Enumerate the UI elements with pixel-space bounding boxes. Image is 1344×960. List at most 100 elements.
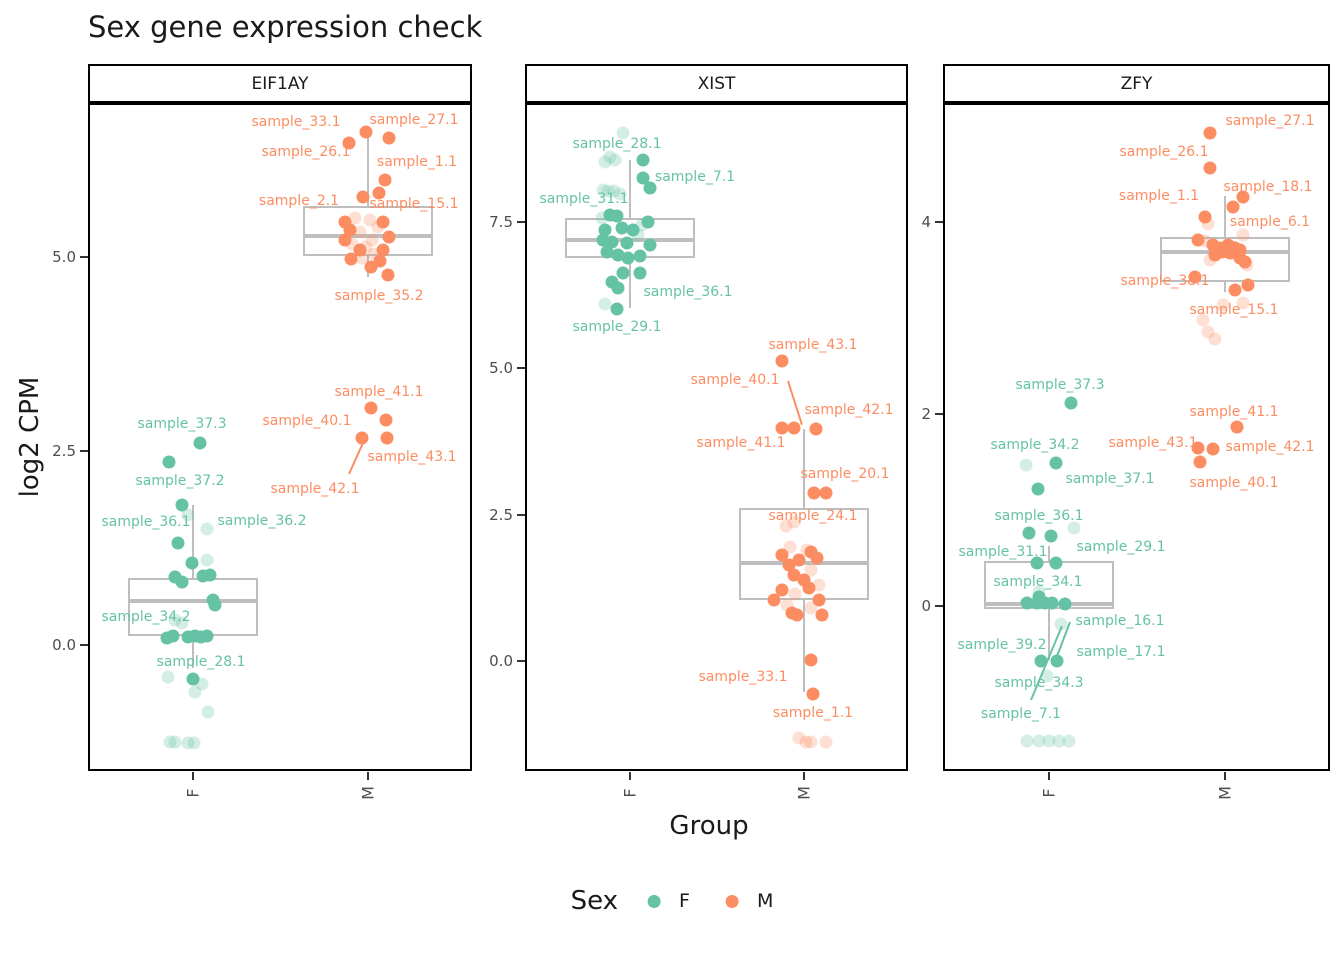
data-point <box>799 735 813 749</box>
data-point <box>1238 255 1252 269</box>
sample-label: sample_16.1 <box>1075 613 1165 629</box>
data-point <box>1067 521 1081 535</box>
sample-label: sample_29.1 <box>1076 539 1166 555</box>
data-point <box>598 297 612 311</box>
sample-label: sample_43.1 <box>768 337 858 353</box>
median-line <box>302 233 433 238</box>
x-axis-tick-label: F <box>620 788 640 798</box>
data-point <box>1049 456 1063 470</box>
data-point <box>775 583 789 597</box>
data-point <box>633 266 647 280</box>
sample-label: sample_42.1 <box>270 481 360 497</box>
y-axis-title: log2 CPM <box>15 376 45 498</box>
sample-label: sample_38.1 <box>1120 273 1210 289</box>
data-point <box>1188 270 1202 284</box>
data-point <box>595 211 609 225</box>
y-axis-tick <box>80 644 88 647</box>
data-point <box>1196 313 1210 327</box>
chart-title: Sex gene expression check <box>88 10 483 44</box>
data-point <box>1052 734 1066 748</box>
data-point <box>775 548 789 562</box>
data-point <box>1191 233 1205 247</box>
sample-label: sample_29.1 <box>572 319 662 335</box>
data-point <box>610 302 624 316</box>
data-point <box>616 126 630 140</box>
x-axis-tick-label: M <box>794 786 814 800</box>
data-point <box>620 236 634 250</box>
data-point <box>355 431 369 445</box>
data-point <box>611 281 625 295</box>
data-point <box>365 233 379 247</box>
data-point <box>359 240 373 254</box>
data-point <box>596 183 610 197</box>
data-point <box>779 519 793 533</box>
y-axis-tick <box>517 367 525 370</box>
y-axis-tick-label: 2.5 <box>52 441 76 460</box>
data-point <box>163 735 177 749</box>
sample-label: sample_33.1 <box>698 669 788 685</box>
y-axis-tick <box>517 513 525 516</box>
legend-title: Sex <box>570 886 619 916</box>
data-point <box>804 563 818 577</box>
data-point <box>364 260 378 274</box>
data-point <box>1030 556 1044 570</box>
data-point <box>372 186 386 200</box>
data-point <box>353 225 367 239</box>
data-point <box>636 153 650 167</box>
data-point <box>1042 734 1056 748</box>
data-point <box>1203 126 1217 140</box>
data-point <box>345 237 359 251</box>
legend-label-M: M <box>756 890 774 912</box>
data-point <box>201 705 215 719</box>
sample-label: sample_1.1 <box>376 154 458 170</box>
data-point <box>376 215 390 229</box>
data-point <box>787 421 801 435</box>
data-point <box>636 171 650 185</box>
data-point <box>802 581 816 595</box>
data-point <box>161 670 175 684</box>
data-point <box>194 630 208 644</box>
sample-label: sample_33.1 <box>251 114 341 130</box>
data-point <box>188 685 202 699</box>
sample-label: sample_41.1 <box>696 435 786 451</box>
data-point <box>168 613 182 627</box>
x-axis-tick <box>803 772 806 780</box>
sample-label: sample_40.1 <box>690 372 780 388</box>
lower-whisker <box>191 635 194 669</box>
data-point <box>598 223 612 237</box>
data-point <box>819 486 833 500</box>
facet-strip: EIF1AY <box>88 64 472 103</box>
data-point <box>641 215 655 229</box>
data-point <box>200 522 214 536</box>
data-point <box>1020 734 1034 748</box>
data-point <box>376 243 390 257</box>
sample-label: sample_28.1 <box>156 654 246 670</box>
data-point <box>196 569 210 583</box>
data-point <box>626 223 640 237</box>
x-axis-tick <box>191 772 194 780</box>
sample-label: sample_31.1 <box>539 191 629 207</box>
data-point <box>363 213 377 226</box>
legend-swatch-M-icon <box>725 894 739 908</box>
y-axis-tick <box>935 604 943 607</box>
lower-whisker <box>1224 281 1227 293</box>
data-point <box>359 125 373 139</box>
data-point <box>1203 253 1217 267</box>
data-point <box>185 556 199 570</box>
data-point <box>1225 240 1239 254</box>
sample-label: sample_34.2 <box>101 609 191 625</box>
data-point <box>1191 441 1205 455</box>
sample-label: sample_41.1 <box>334 384 424 400</box>
data-point <box>1031 482 1045 496</box>
sample-label: sample_1.1 <box>772 705 854 721</box>
y-axis-tick-label: 5.0 <box>52 247 76 266</box>
data-point <box>342 136 356 150</box>
data-point <box>1032 734 1046 748</box>
data-point <box>804 653 818 667</box>
data-point <box>367 247 381 261</box>
data-point <box>600 245 614 259</box>
y-axis-tick-label: 5.0 <box>489 359 513 378</box>
sample-label: sample_28.1 <box>572 136 662 152</box>
